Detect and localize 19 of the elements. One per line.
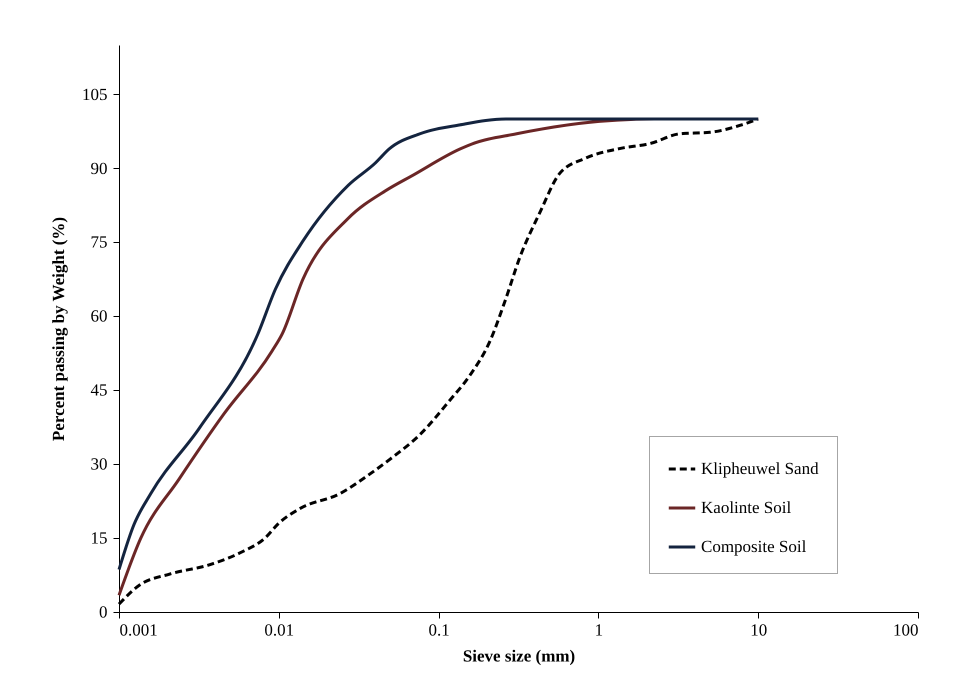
x-axis-title: Sieve size (mm) [462, 646, 576, 666]
x-tick-label: 0.01 [264, 620, 294, 640]
y-tick-label: 105 [82, 84, 108, 104]
y-tick-label: 60 [90, 306, 108, 326]
x-tick-label: 0.1 [428, 620, 450, 640]
y-tick-label: 75 [90, 232, 108, 252]
y-tick-label: 15 [90, 528, 108, 548]
x-tick-label: 0.001 [120, 620, 158, 640]
x-tick-label: 10 [750, 620, 768, 640]
x-tick-label: 100 [893, 620, 918, 640]
x-tick-label: 1 [594, 620, 604, 640]
y-tick-label: 45 [90, 380, 108, 400]
y-tick-label: 30 [90, 454, 108, 474]
y-tick-label: 90 [90, 158, 108, 178]
legend-label: Klipheuwel Sand [701, 459, 820, 478]
legend-label: Kaolinte Soil [701, 498, 792, 517]
legend-label: Composite Soil [701, 537, 807, 556]
y-axis-title: Percent passing by Weight (%) [49, 216, 68, 442]
y-tick-label: 0 [99, 602, 108, 622]
